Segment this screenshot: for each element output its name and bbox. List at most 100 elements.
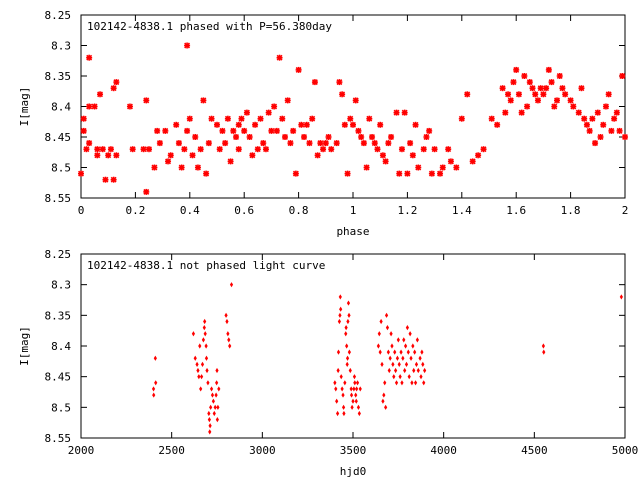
data-point bbox=[230, 127, 237, 134]
data-point bbox=[154, 380, 158, 386]
data-point bbox=[505, 91, 512, 98]
data-point bbox=[292, 170, 299, 177]
phased-x-tick-label: 1.6 bbox=[506, 204, 526, 217]
data-point bbox=[431, 146, 438, 153]
data-point bbox=[428, 170, 435, 177]
data-point bbox=[554, 97, 560, 104]
data-point bbox=[238, 115, 245, 122]
data-point bbox=[548, 79, 555, 86]
data-point bbox=[341, 404, 346, 410]
data-point bbox=[178, 164, 185, 171]
unphased-y-tick-label: 8.45 bbox=[45, 371, 72, 384]
data-point bbox=[377, 121, 384, 128]
data-point bbox=[301, 134, 308, 140]
data-point bbox=[398, 146, 405, 153]
phased-y-tick-label: 8.3 bbox=[51, 40, 71, 53]
data-point bbox=[279, 115, 286, 122]
data-point bbox=[334, 386, 338, 392]
data-point bbox=[113, 152, 120, 159]
data-point bbox=[559, 85, 566, 92]
data-point bbox=[388, 134, 395, 140]
data-point bbox=[229, 282, 234, 288]
data-point bbox=[608, 127, 615, 134]
data-point bbox=[393, 349, 397, 355]
data-point bbox=[335, 398, 339, 404]
data-point bbox=[346, 318, 350, 325]
data-point bbox=[423, 367, 427, 374]
data-point bbox=[529, 85, 536, 92]
data-point bbox=[94, 152, 101, 159]
data-point bbox=[395, 355, 400, 361]
data-point bbox=[420, 349, 424, 355]
data-point bbox=[140, 146, 147, 153]
data-point bbox=[619, 73, 626, 79]
data-point bbox=[507, 97, 514, 104]
data-point bbox=[382, 392, 386, 398]
data-point bbox=[80, 115, 87, 122]
data-point bbox=[207, 417, 211, 423]
data-point bbox=[348, 367, 352, 374]
data-point bbox=[287, 140, 294, 147]
data-point bbox=[344, 325, 348, 331]
data-point bbox=[173, 121, 180, 128]
data-point bbox=[204, 355, 209, 361]
data-point bbox=[347, 349, 351, 355]
data-point bbox=[298, 121, 305, 128]
data-point bbox=[415, 337, 419, 343]
unphased-x-tick-label: 4500 bbox=[521, 444, 548, 457]
data-point bbox=[295, 66, 302, 73]
data-point bbox=[410, 380, 414, 386]
data-point bbox=[622, 134, 628, 140]
data-point bbox=[203, 318, 207, 325]
data-point bbox=[494, 121, 501, 128]
data-point bbox=[212, 410, 216, 417]
data-point bbox=[257, 115, 264, 122]
data-point bbox=[480, 146, 487, 153]
data-point bbox=[526, 79, 533, 86]
data-point bbox=[408, 331, 412, 337]
phased-y-tick-label: 8.45 bbox=[45, 131, 72, 144]
data-point bbox=[216, 404, 220, 410]
data-point bbox=[143, 188, 150, 195]
data-point bbox=[78, 170, 84, 177]
data-point bbox=[383, 380, 387, 386]
unphased-y-tick-label: 8.5 bbox=[51, 401, 71, 414]
unphased-x-tick-label: 2000 bbox=[68, 444, 95, 457]
data-point bbox=[350, 121, 356, 128]
data-point bbox=[567, 97, 574, 104]
data-point bbox=[200, 361, 205, 367]
data-point bbox=[208, 429, 212, 435]
data-point bbox=[336, 349, 341, 355]
data-point bbox=[303, 121, 310, 128]
data-point bbox=[447, 158, 454, 165]
data-point bbox=[537, 85, 544, 92]
data-point bbox=[192, 134, 199, 140]
data-point bbox=[86, 54, 93, 61]
unphased-y-axis-label: I[mag] bbox=[18, 326, 31, 366]
data-point bbox=[390, 343, 394, 349]
data-point bbox=[339, 91, 346, 98]
data-point bbox=[578, 85, 585, 92]
data-point bbox=[322, 140, 329, 147]
data-point bbox=[154, 127, 161, 134]
data-point bbox=[602, 103, 609, 110]
data-point bbox=[378, 349, 382, 355]
data-point bbox=[589, 115, 596, 122]
phased-x-tick-label: 0.6 bbox=[234, 204, 254, 217]
data-point bbox=[418, 355, 422, 361]
data-point bbox=[339, 374, 343, 380]
data-point bbox=[102, 176, 109, 183]
data-point bbox=[227, 158, 234, 165]
data-point bbox=[355, 380, 360, 386]
data-point bbox=[337, 318, 341, 325]
data-point bbox=[215, 367, 219, 374]
data-point bbox=[458, 115, 465, 122]
data-point bbox=[510, 79, 517, 86]
data-point bbox=[342, 410, 346, 417]
data-point bbox=[545, 66, 552, 73]
data-point bbox=[381, 398, 385, 404]
data-point bbox=[570, 103, 577, 110]
data-point bbox=[260, 140, 267, 147]
data-point bbox=[254, 146, 261, 153]
data-point bbox=[224, 312, 228, 318]
